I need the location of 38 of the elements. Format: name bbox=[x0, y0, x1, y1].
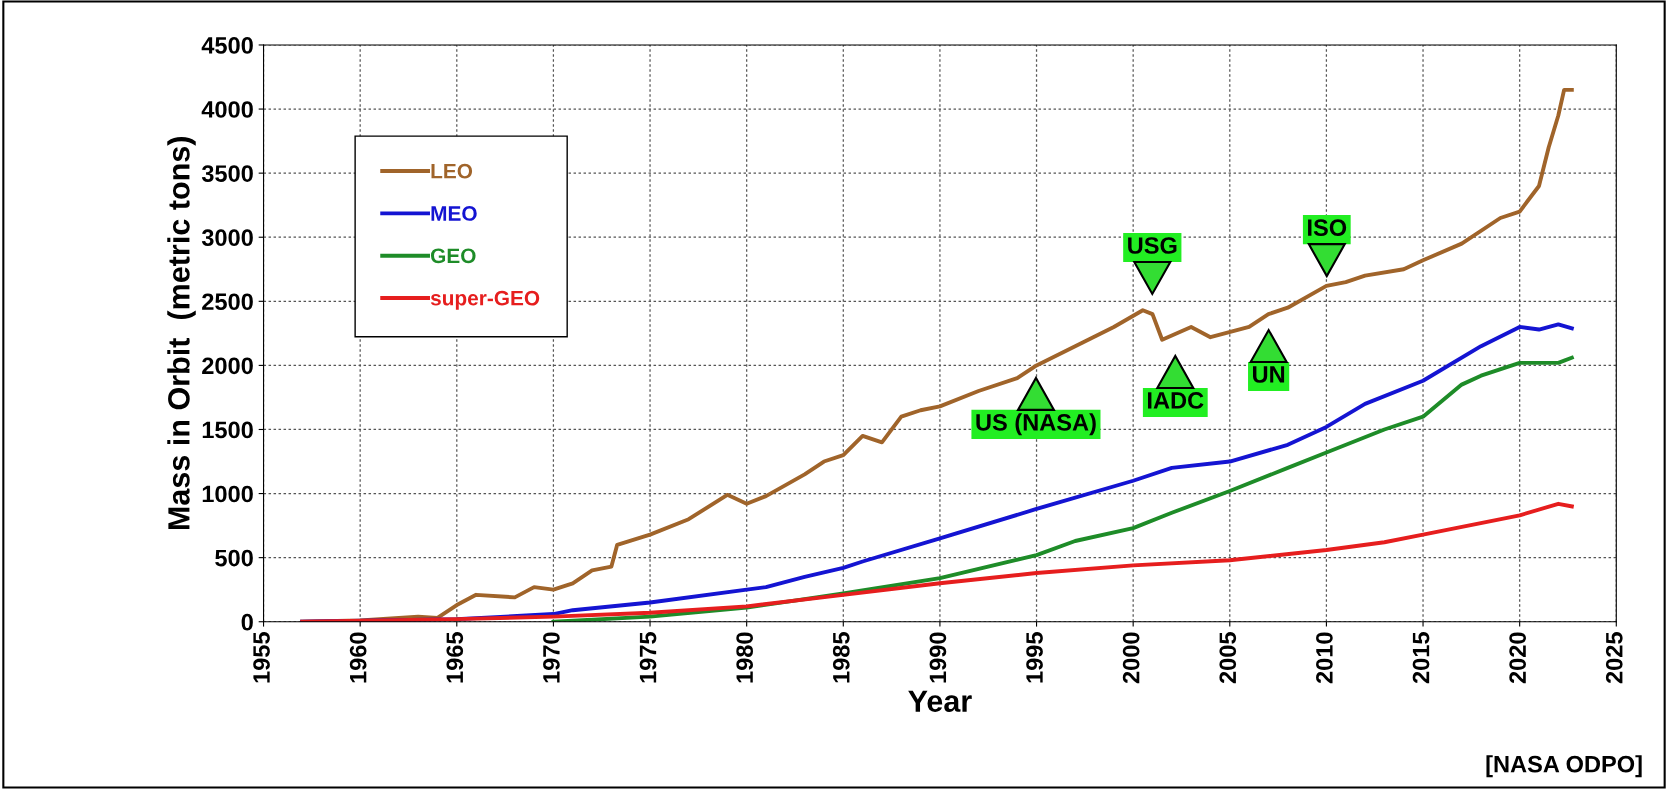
y-tick-label: 4000 bbox=[201, 101, 253, 118]
x-tick-label: 1955 bbox=[253, 632, 270, 683]
y-tick-label: 2500 bbox=[202, 293, 253, 311]
annotation: US (NASA) bbox=[976, 413, 1096, 436]
x-tick-label: 1995 bbox=[1026, 632, 1043, 683]
x-tick-label: 2000 bbox=[1122, 632, 1140, 684]
annotation: IADC bbox=[1148, 392, 1204, 409]
x-tick-label: 2025 bbox=[1605, 632, 1623, 684]
annotation: ISO bbox=[1308, 219, 1347, 236]
y-axis-title: Mass in Orbit (metric tons) bbox=[167, 137, 196, 530]
x-tick-label: 1990 bbox=[929, 632, 947, 683]
x-tick-label: 1970 bbox=[543, 632, 560, 683]
x-axis-title: Year bbox=[908, 690, 972, 712]
y-tick-label: 2000 bbox=[202, 357, 253, 375]
legend-label: MEO bbox=[431, 206, 477, 221]
x-tick-label: 2020 bbox=[1509, 632, 1527, 684]
x-tick-label: 1980 bbox=[736, 632, 754, 683]
legend-label: GEO bbox=[430, 248, 476, 264]
x-tick-label: 1960 bbox=[349, 632, 367, 683]
y-tick-label: 0 bbox=[241, 613, 253, 631]
annotation: USG bbox=[1128, 237, 1177, 254]
y-tick-label: 1000 bbox=[202, 485, 253, 503]
y-tick-label: 3000 bbox=[201, 229, 253, 247]
legend-label: LEO bbox=[431, 163, 473, 179]
x-tick-label: 1985 bbox=[832, 632, 850, 683]
x-tick-label: 1965 bbox=[446, 632, 464, 683]
y-tick-label: 500 bbox=[215, 549, 253, 567]
x-tick-label: 2015 bbox=[1412, 632, 1430, 684]
legend-label: super-GEO bbox=[430, 290, 540, 310]
line-series bbox=[300, 501, 1574, 622]
annotation: UN bbox=[1253, 366, 1285, 383]
x-tick-label: 2010 bbox=[1316, 632, 1333, 684]
y-tick-label: 4500 bbox=[201, 37, 253, 54]
y-tick-label: 3500 bbox=[201, 165, 253, 182]
text: [NASA ODPO] bbox=[1486, 755, 1642, 778]
x-tick-label: 2005 bbox=[1219, 632, 1237, 684]
y-tick-label: 1500 bbox=[202, 421, 253, 439]
x-tick-label: 1975 bbox=[639, 632, 657, 683]
